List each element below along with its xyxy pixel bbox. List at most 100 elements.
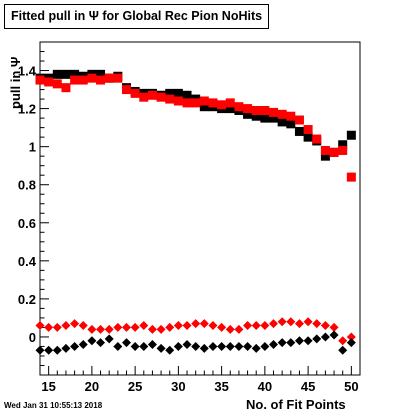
data-point-square	[208, 98, 218, 108]
data-point-square	[70, 69, 80, 79]
data-point-diamond	[312, 334, 322, 344]
data-point-diamond	[243, 321, 253, 331]
data-point-diamond	[70, 319, 80, 329]
data-point-square	[320, 145, 330, 155]
data-point-square	[251, 106, 261, 116]
data-point-square	[234, 102, 244, 112]
data-point-diamond	[234, 324, 244, 334]
data-point-diamond	[277, 338, 287, 348]
data-point-diamond	[338, 336, 348, 346]
data-point-diamond	[165, 345, 175, 355]
data-point-square	[243, 104, 253, 114]
data-point-square	[260, 106, 270, 116]
y-axis-label-text: pull in Ψ	[8, 56, 23, 109]
data-point-diamond	[286, 338, 296, 348]
x-tick-labels: 15 20 25 30 35 40 45 50	[41, 379, 358, 394]
data-point-square	[329, 147, 339, 157]
data-point-square	[52, 79, 62, 89]
data-point-diamond	[234, 341, 244, 351]
plot-frame	[39, 41, 361, 376]
data-point-square	[173, 88, 183, 98]
data-point-square	[165, 94, 175, 104]
data-point-square	[320, 151, 330, 161]
data-point-diamond	[312, 319, 322, 329]
data-point-diamond	[96, 324, 106, 334]
data-point-diamond	[346, 332, 356, 342]
data-point-diamond	[87, 336, 97, 346]
data-point-diamond	[44, 345, 54, 355]
data-point-square	[217, 100, 227, 110]
data-point-diamond	[225, 324, 235, 334]
data-point-diamond	[70, 341, 80, 351]
y-tick-label: 0.2	[18, 292, 36, 307]
data-point-diamond	[208, 341, 218, 351]
data-point-diamond	[130, 341, 140, 351]
data-point-square	[104, 73, 114, 83]
data-point-diamond	[78, 321, 88, 331]
data-point-diamond	[104, 324, 114, 334]
data-point-diamond	[130, 322, 140, 332]
data-point-square	[225, 98, 235, 108]
data-point-diamond	[78, 340, 88, 350]
data-point-diamond	[286, 317, 296, 327]
data-point-diamond	[294, 319, 304, 329]
data-point-square	[225, 104, 235, 114]
data-point-square	[173, 96, 183, 106]
data-point-square	[199, 102, 209, 112]
data-point-diamond	[173, 341, 183, 351]
data-point-diamond	[269, 340, 279, 350]
data-point-square	[182, 90, 192, 100]
data-point-square	[269, 107, 279, 117]
data-point-square	[277, 109, 287, 119]
data-point-diamond	[320, 332, 330, 342]
data-point-diamond	[121, 338, 131, 348]
data-point-diamond	[277, 317, 287, 327]
data-point-diamond	[329, 322, 339, 332]
data-point-diamond	[52, 345, 62, 355]
data-point-diamond	[113, 322, 123, 332]
data-point-diamond	[303, 317, 313, 327]
data-point-diamond	[182, 340, 192, 350]
data-point-diamond	[87, 324, 97, 334]
data-point-square	[338, 145, 348, 155]
data-point-diamond	[208, 321, 218, 331]
data-point-diamond	[199, 319, 209, 329]
data-point-diamond	[260, 321, 270, 331]
data-point-diamond	[139, 341, 149, 351]
data-point-diamond	[338, 345, 348, 355]
data-point-diamond	[165, 322, 175, 332]
x-tick-label: 25	[128, 379, 142, 394]
y-tick-label: 1	[29, 140, 36, 155]
data-point-diamond	[217, 341, 227, 351]
data-point-diamond	[294, 336, 304, 346]
data-point-square	[52, 69, 62, 79]
data-point-square	[156, 92, 166, 102]
data-point-diamond	[121, 322, 131, 332]
data-point-diamond	[61, 321, 71, 331]
data-point-diamond	[191, 341, 201, 351]
data-point-diamond	[191, 319, 201, 329]
data-point-diamond	[44, 322, 54, 332]
data-point-square	[251, 111, 261, 121]
data-point-diamond	[147, 324, 157, 334]
data-point-square	[312, 134, 322, 144]
data-point-square	[113, 73, 123, 83]
chart-title: Fitted pull in Ψ for Global Rec Pion NoH…	[4, 4, 270, 29]
y-tick-label: 0.8	[18, 178, 36, 193]
data-point-square	[165, 88, 175, 98]
data-point-diamond	[260, 341, 270, 351]
data-point-square	[260, 113, 270, 123]
data-point-square	[338, 140, 348, 150]
data-point-diamond	[251, 343, 261, 353]
x-tick-label: 50	[344, 379, 358, 394]
data-point-square	[70, 75, 80, 85]
x-tick-label: 40	[258, 379, 272, 394]
y-tick-label: 0.6	[18, 216, 36, 231]
data-point-diamond	[182, 321, 192, 331]
data-point-diamond	[303, 336, 313, 346]
data-point-square	[121, 85, 131, 95]
data-point-square	[346, 172, 356, 182]
data-point-diamond	[251, 321, 261, 331]
data-point-diamond	[217, 322, 227, 332]
